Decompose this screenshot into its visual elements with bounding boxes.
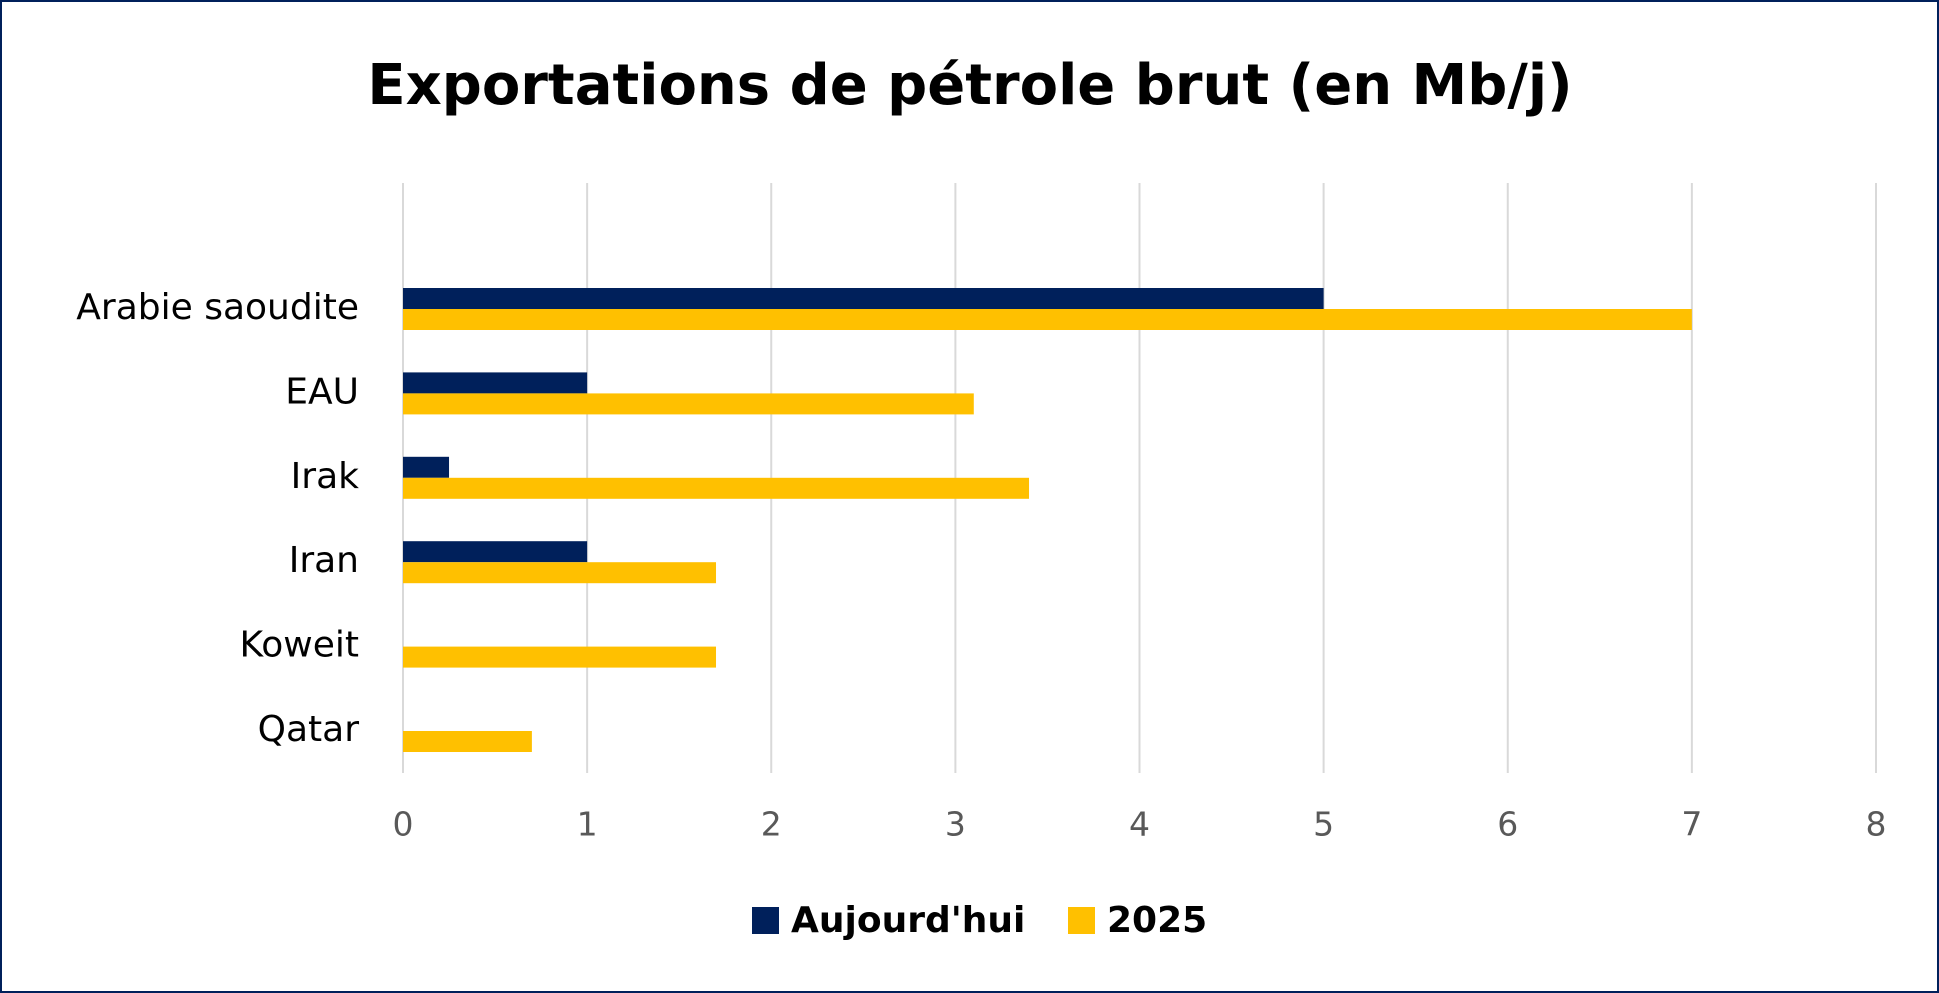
- y-tick-label: EAU: [285, 371, 359, 412]
- y-tick-label: Qatar: [258, 709, 360, 750]
- bar: [403, 288, 1324, 309]
- x-tick-label: 4: [1129, 805, 1150, 844]
- bar: [403, 541, 588, 563]
- x-tick-label: 1: [577, 805, 598, 844]
- legend-label: 2025: [1107, 900, 1207, 941]
- chart-title: Exportations de pétrole brut (en Mb/j): [367, 53, 1572, 118]
- y-tick-label: Koweit: [239, 625, 359, 666]
- bar: [403, 372, 588, 394]
- legend-swatch: [1068, 907, 1095, 934]
- x-tick-label: 8: [1866, 805, 1887, 844]
- y-tick-label: Irak: [291, 456, 359, 497]
- x-tick-label: 6: [1497, 805, 1518, 844]
- x-tick-label: 0: [393, 805, 414, 844]
- bar: [403, 477, 1030, 499]
- bar: [403, 731, 532, 752]
- x-tick-label: 3: [945, 805, 966, 844]
- legend-swatch: [752, 907, 779, 934]
- x-tick-label: 5: [1313, 805, 1334, 844]
- bar: [403, 393, 974, 415]
- bar: [403, 309, 1692, 330]
- y-tick-label: Iran: [289, 540, 359, 581]
- bar: [403, 646, 717, 668]
- legend-label: Aujourd'hui: [791, 900, 1025, 941]
- y-tick-label: Arabie saoudite: [76, 287, 359, 328]
- x-tick-label: 2: [761, 805, 782, 844]
- bar: [403, 456, 450, 478]
- x-tick-label: 7: [1681, 805, 1702, 844]
- bar: [403, 562, 717, 584]
